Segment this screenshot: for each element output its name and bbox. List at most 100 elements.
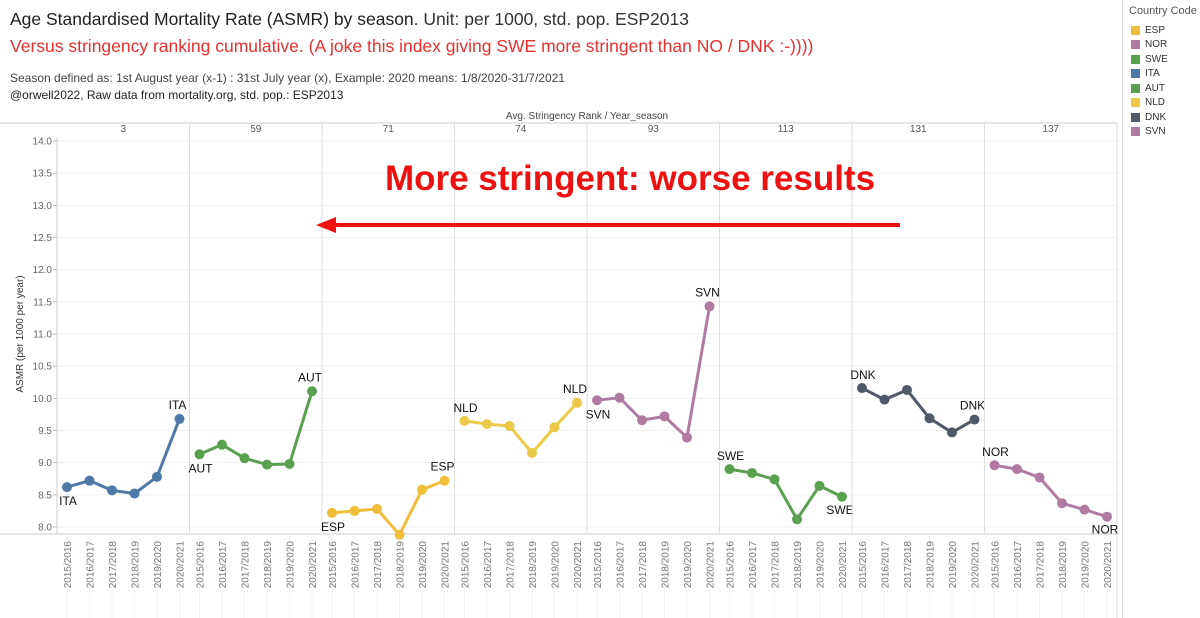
legend-item-esp[interactable]: ESP bbox=[1131, 23, 1200, 38]
x-tick-label: 2018/2019 bbox=[926, 541, 937, 589]
legend-label: NLD bbox=[1145, 97, 1166, 109]
data-point-svn bbox=[637, 415, 647, 426]
legend-label: SWE bbox=[1145, 53, 1168, 65]
series-start-label: NLD bbox=[453, 401, 477, 415]
y-tick-label: 11.0 bbox=[33, 330, 52, 341]
y-tick-label: 11.5 bbox=[33, 297, 52, 308]
x-tick-label: 2015/2016 bbox=[63, 541, 74, 589]
x-tick-label: 2019/2020 bbox=[286, 541, 297, 589]
data-point-swe bbox=[769, 474, 780, 485]
chart-title: Age Standardised Mortality Rate (ASMR) b… bbox=[10, 9, 689, 30]
legend-item-nld[interactable]: NLD bbox=[1131, 96, 1200, 111]
series-line-nld bbox=[464, 401, 579, 455]
data-point-svn bbox=[592, 395, 602, 406]
data-point-swe bbox=[814, 480, 825, 491]
x-tick-label: 2018/2019 bbox=[131, 541, 142, 589]
series-start-label: SVN bbox=[586, 407, 611, 421]
legend-swatch bbox=[1131, 112, 1140, 122]
y-tick-label: 12.5 bbox=[33, 233, 53, 244]
panel-rank-label: 74 bbox=[515, 124, 527, 135]
data-point-svn bbox=[659, 411, 670, 422]
x-tick-label: 2019/2020 bbox=[683, 541, 694, 589]
y-tick-label: 13.5 bbox=[33, 169, 53, 180]
y-tick-label: 9.5 bbox=[38, 426, 52, 437]
x-tick-label: 2019/2020 bbox=[153, 541, 164, 589]
legend-item-aut[interactable]: AUT bbox=[1131, 81, 1200, 96]
data-point-ita bbox=[152, 471, 162, 482]
x-tick-label: 2017/2018 bbox=[108, 541, 119, 589]
legend-swatch bbox=[1131, 25, 1140, 35]
x-tick-label: 2017/2018 bbox=[1036, 541, 1047, 589]
legend-item-nor[interactable]: NOR bbox=[1131, 38, 1200, 53]
legend-label: NOR bbox=[1145, 39, 1168, 51]
data-point-nor bbox=[989, 460, 1000, 471]
legend-swatch bbox=[1131, 54, 1140, 64]
x-tick-label: 2018/2019 bbox=[528, 541, 539, 589]
data-point-nld bbox=[549, 422, 560, 433]
data-point-aut bbox=[194, 449, 205, 460]
data-point-aut bbox=[262, 459, 272, 470]
legend-item-ita[interactable]: ITA bbox=[1131, 67, 1200, 82]
data-point-svn bbox=[704, 301, 715, 312]
data-point-svn bbox=[614, 392, 625, 403]
legend-item-dnk[interactable]: DNK bbox=[1131, 110, 1200, 125]
data-point-esp bbox=[349, 505, 360, 516]
y-tick-label: 8.0 bbox=[38, 523, 52, 534]
y-tick-label: 12.0 bbox=[33, 265, 53, 276]
series-end-label: SWE bbox=[826, 503, 853, 517]
x-tick-label: 2018/2019 bbox=[263, 541, 274, 589]
panel-rank-label: 3 bbox=[120, 124, 126, 135]
data-point-esp bbox=[394, 529, 405, 540]
x-tick-label: 2015/2016 bbox=[328, 541, 339, 589]
data-point-swe bbox=[724, 464, 735, 475]
x-tick-label: 2020/2021 bbox=[573, 541, 584, 589]
legend-item-svn[interactable]: SVN bbox=[1131, 125, 1200, 140]
series-end-label: ITA bbox=[169, 398, 187, 412]
legend-item-swe[interactable]: SWE bbox=[1131, 52, 1200, 67]
x-tick-label: 2020/2021 bbox=[176, 541, 187, 589]
annotation-arrow-head bbox=[316, 217, 336, 233]
data-point-nor bbox=[1079, 504, 1090, 515]
x-tick-label: 2015/2016 bbox=[726, 541, 737, 589]
x-tick-label: 2016/2017 bbox=[748, 541, 759, 589]
x-tick-label: 2017/2018 bbox=[903, 541, 914, 589]
x-tick-label: 2016/2017 bbox=[881, 541, 892, 589]
x-tick-label: 2020/2021 bbox=[441, 541, 452, 589]
chart-title-rest: . Unit: per 1000, std. pop. ESP2013 bbox=[413, 9, 689, 29]
data-point-nor bbox=[1057, 498, 1067, 509]
legend-swatch bbox=[1131, 69, 1140, 79]
source-note: @orwell2022, Raw data from mortality.org… bbox=[10, 88, 344, 102]
data-point-swe bbox=[837, 491, 847, 502]
x-tick-label: 2018/2019 bbox=[1058, 541, 1069, 589]
y-tick-label: 8.5 bbox=[38, 490, 52, 501]
series-start-label: ESP bbox=[321, 520, 345, 534]
data-point-nld bbox=[504, 420, 515, 431]
x-tick-label: 2015/2016 bbox=[461, 541, 472, 589]
data-point-nor bbox=[1102, 511, 1112, 522]
data-point-dnk bbox=[947, 427, 957, 438]
series-start-label: ITA bbox=[59, 494, 77, 508]
legend-swatch bbox=[1131, 127, 1140, 137]
data-point-nld bbox=[459, 415, 470, 426]
panel-rank-label: 71 bbox=[383, 124, 395, 135]
series-end-label: AUT bbox=[298, 370, 323, 384]
data-point-nld bbox=[572, 397, 582, 408]
legend-label: DNK bbox=[1145, 111, 1167, 123]
series-line-nor bbox=[994, 463, 1108, 519]
series-start-label: NOR bbox=[982, 445, 1009, 459]
x-tick-label: 2015/2016 bbox=[593, 541, 604, 589]
y-axis-title: ASMR (per 1000 per year) bbox=[15, 275, 26, 392]
x-tick-label: 2016/2017 bbox=[218, 541, 229, 589]
data-point-nor bbox=[1034, 472, 1045, 483]
x-tick-label: 2016/2017 bbox=[1013, 541, 1024, 589]
legend-swatch bbox=[1131, 98, 1140, 108]
x-tick-label: 2019/2020 bbox=[418, 541, 429, 589]
x-tick-label: 2016/2017 bbox=[351, 541, 362, 589]
series-line-swe bbox=[729, 467, 843, 521]
x-tick-label: 2019/2020 bbox=[551, 541, 562, 589]
data-point-esp bbox=[372, 503, 382, 514]
panel-rank-label: 59 bbox=[250, 124, 262, 135]
chart-area[interactable]: Avg. Stringency Rank / Year_season ASMR (… bbox=[0, 0, 1122, 618]
panel-rank-label: 131 bbox=[910, 124, 927, 135]
series-line-aut bbox=[198, 390, 314, 467]
